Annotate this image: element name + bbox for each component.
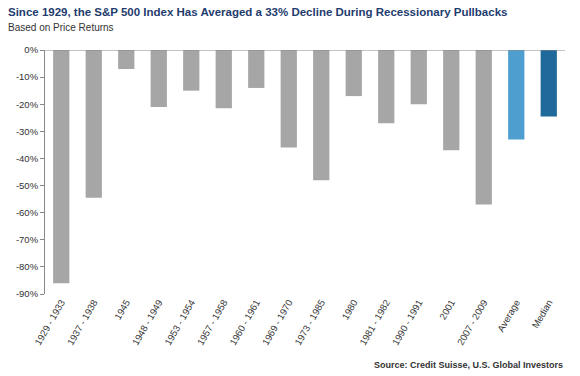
svg-text:Source: Credit Suisse, U.S. Gl: Source: Credit Suisse, U.S. Global Inves… — [374, 360, 563, 370]
svg-text:-80%: -80% — [16, 261, 39, 272]
svg-text:1948 - 1949: 1948 - 1949 — [130, 298, 165, 347]
svg-text:1937 - 1938: 1937 - 1938 — [65, 298, 100, 347]
svg-text:-40%: -40% — [16, 153, 39, 164]
svg-text:1969 - 1970: 1969 - 1970 — [260, 298, 295, 347]
svg-text:Median: Median — [529, 298, 554, 330]
svg-text:1960 - 1961: 1960 - 1961 — [227, 298, 262, 347]
svg-text:1990 - 1991: 1990 - 1991 — [390, 298, 425, 347]
svg-text:-10%: -10% — [16, 71, 39, 82]
svg-text:1980: 1980 — [339, 298, 359, 322]
svg-text:0%: 0% — [24, 44, 38, 55]
svg-text:1957 - 1958: 1957 - 1958 — [195, 298, 230, 347]
svg-text:1945: 1945 — [112, 298, 132, 322]
svg-text:1981 - 1982: 1981 - 1982 — [357, 298, 392, 347]
svg-text:1929 - 1933: 1929 - 1933 — [32, 298, 67, 347]
svg-text:-90%: -90% — [16, 288, 39, 299]
svg-text:Average: Average — [495, 298, 522, 334]
svg-text:-20%: -20% — [16, 99, 39, 110]
svg-text:2007 - 2009: 2007 - 2009 — [455, 298, 490, 347]
svg-text:-50%: -50% — [16, 180, 39, 191]
svg-text:-30%: -30% — [16, 126, 39, 137]
svg-text:1953 - 1954: 1953 - 1954 — [162, 298, 197, 347]
svg-text:1973 - 1985: 1973 - 1985 — [292, 298, 327, 347]
svg-text:Based on Price Returns: Based on Price Returns — [8, 22, 114, 33]
svg-text:Since 1929, the S&P 500 Index: Since 1929, the S&P 500 Index Has Averag… — [8, 6, 507, 18]
svg-text:2001: 2001 — [437, 298, 457, 322]
svg-text:-60%: -60% — [16, 207, 39, 218]
svg-text:-70%: -70% — [16, 234, 39, 245]
